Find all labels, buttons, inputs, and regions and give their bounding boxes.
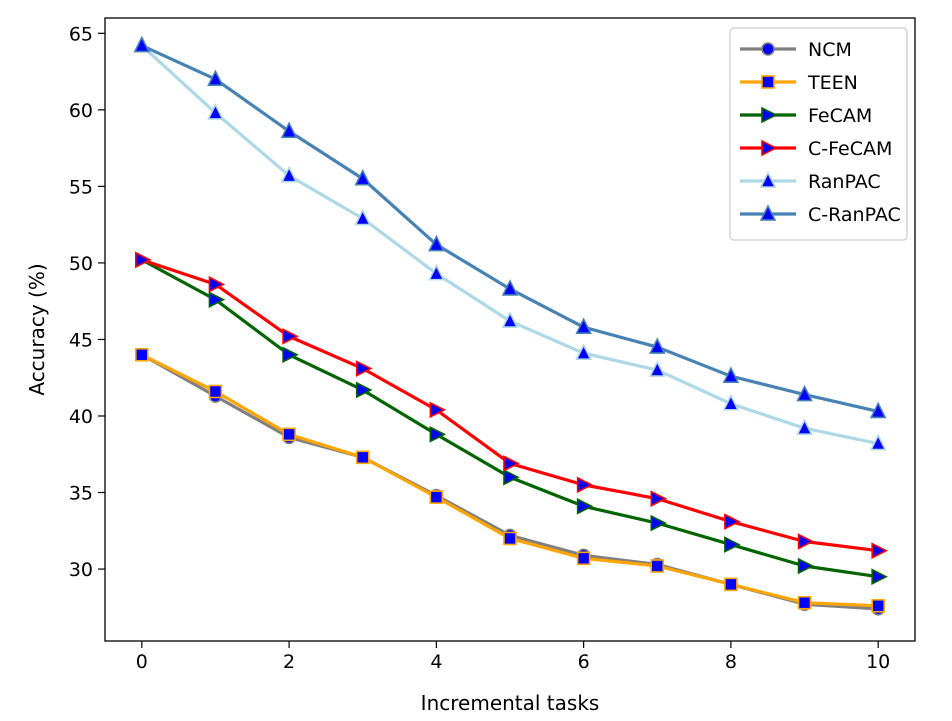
x-tick-label: 6	[578, 651, 590, 673]
series-c-fecam	[135, 251, 888, 559]
y-axis-ticks: 30 35 40 45 50 55 60 65	[69, 23, 105, 581]
series-c-ranpac	[133, 35, 887, 419]
data-point-c-fecam	[724, 513, 741, 530]
y-tick-label: 50	[69, 253, 93, 275]
data-point-c-ranpac	[722, 366, 740, 383]
data-point-c-ranpac	[575, 317, 592, 335]
legend-label: FeCAM	[808, 105, 872, 127]
data-point-c-ranpac	[354, 168, 372, 186]
legend-item-c-ranpac: C-RanPAC	[740, 204, 901, 226]
x-axis-label: Incremental tasks	[421, 691, 600, 715]
data-point-teen	[282, 427, 296, 442]
y-axis-label: Accuracy (%)	[25, 263, 49, 395]
data-point-fecam	[871, 568, 888, 586]
data-point-fecam	[282, 346, 299, 364]
data-point-ranpac	[796, 418, 813, 436]
x-tick-label: 0	[136, 651, 148, 673]
data-point-c-fecam	[355, 360, 373, 377]
y-tick-label: 65	[69, 23, 93, 45]
data-point-fecam	[208, 291, 226, 308]
legend-item-ncm: NCM	[740, 39, 852, 61]
legend-label: TEEN	[807, 72, 858, 94]
data-point-c-ranpac	[133, 35, 151, 53]
data-point-teen	[135, 347, 149, 362]
data-point-fecam	[503, 468, 520, 486]
series-line-c-fecam	[140, 258, 880, 553]
plot-frame	[104, 17, 916, 642]
data-point-teen	[650, 559, 665, 573]
data-point-teen	[576, 551, 591, 566]
y-tick-label: 55	[69, 176, 93, 198]
x-tick-label: 4	[430, 651, 442, 673]
data-point-teen	[797, 595, 812, 610]
data-point-ranpac	[428, 263, 445, 281]
data-point-teen	[208, 384, 223, 399]
legend-label: C-RanPAC	[808, 204, 901, 226]
data-point-c-ranpac	[796, 384, 813, 402]
data-point-ranpac	[207, 103, 224, 120]
legend-swatch-marker	[761, 75, 775, 89]
series-layer	[133, 35, 888, 616]
data-point-c-fecam	[135, 251, 152, 269]
legend-swatch-marker	[761, 42, 775, 56]
data-point-teen	[355, 450, 370, 465]
data-point-c-fecam	[429, 401, 447, 419]
data-point-ranpac	[354, 208, 372, 226]
data-point-c-ranpac	[428, 234, 445, 252]
legend-item-c-fecam: C-FeCAM	[740, 138, 892, 160]
data-point-ranpac	[501, 311, 519, 328]
series-ranpac	[133, 35, 887, 451]
data-point-c-fecam	[797, 533, 815, 550]
data-point-teen	[429, 490, 444, 504]
data-point-ranpac	[869, 433, 887, 451]
data-point-c-fecam	[208, 276, 226, 293]
data-point-c-ranpac	[501, 279, 519, 296]
data-point-ranpac	[722, 393, 740, 411]
data-point-teen	[503, 531, 517, 546]
legend-item-fecam: FeCAM	[740, 105, 872, 127]
data-point-c-ranpac	[648, 337, 666, 354]
legend-swatch-marker	[759, 204, 777, 221]
y-tick-label: 45	[69, 329, 93, 351]
data-point-teen	[724, 577, 738, 592]
y-tick-label: 40	[69, 406, 93, 428]
data-point-c-fecam	[650, 490, 668, 507]
data-point-c-fecam	[871, 542, 888, 559]
data-point-fecam	[355, 381, 373, 399]
data-point-c-fecam	[282, 328, 299, 345]
data-point-c-fecam	[503, 455, 520, 472]
legend-label: C-FeCAM	[808, 138, 892, 160]
x-tick-label: 2	[283, 651, 295, 673]
data-point-c-fecam	[576, 476, 594, 494]
data-point-c-ranpac	[207, 69, 224, 87]
legend-swatch-marker	[761, 106, 778, 124]
y-tick-label: 35	[69, 483, 93, 505]
data-point-ranpac	[280, 165, 298, 183]
legend-item-ranpac: RanPAC	[740, 171, 881, 193]
x-tick-label: 10	[866, 651, 890, 673]
data-point-fecam	[429, 426, 447, 443]
data-point-fecam	[724, 536, 741, 553]
legend-swatch-marker	[759, 171, 777, 188]
data-point-c-ranpac	[280, 121, 298, 139]
data-point-c-ranpac	[869, 401, 887, 419]
data-point-ranpac	[575, 343, 592, 361]
legend-label: NCM	[808, 39, 852, 61]
legend-label: RanPAC	[808, 171, 881, 193]
data-point-fecam	[576, 498, 594, 515]
x-tick-label: 8	[725, 651, 737, 673]
data-point-teen	[871, 598, 885, 613]
series-teen	[135, 347, 885, 613]
data-point-ranpac	[648, 360, 666, 377]
legend-swatch-marker	[761, 139, 778, 157]
data-point-fecam	[797, 557, 815, 575]
legend-item-teen: TEEN	[740, 72, 858, 94]
data-point-fecam	[650, 514, 668, 532]
y-tick-label: 60	[69, 100, 93, 122]
y-tick-label: 30	[69, 559, 93, 581]
legend: NCM TEEN FeCAM C-FeCAM RanPAC C-RanPAC	[729, 27, 908, 241]
x-axis-ticks: 0 2 4 6 8 10	[136, 641, 890, 673]
